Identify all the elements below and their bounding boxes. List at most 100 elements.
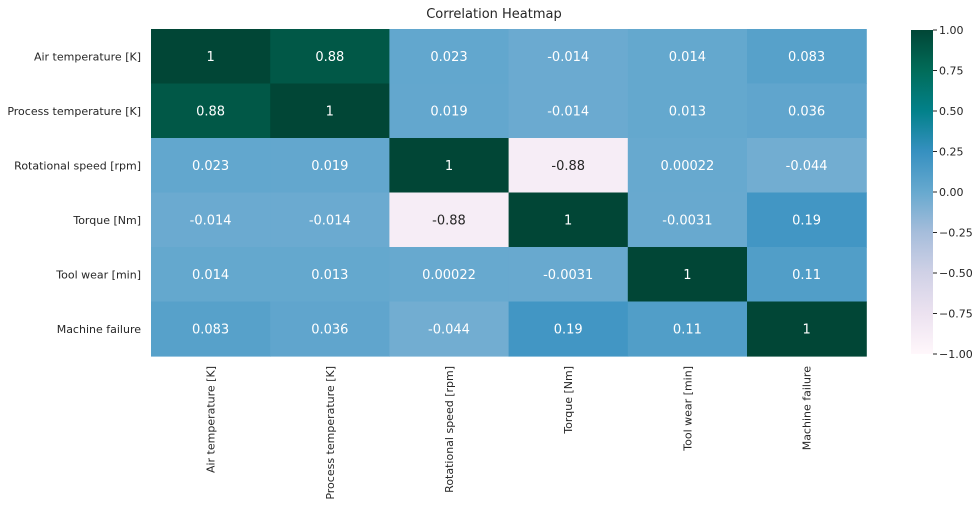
column-tick-label: Process temperature [K] [324, 366, 337, 500]
cell-annotation: 1 [802, 322, 810, 337]
colorbar-tick-label: −0.75 [939, 308, 973, 321]
colorbar-ticks: 1.00 0.75 0.50 0.25 0.00 −0.25 −0.50 −0.75 −1.00 [933, 24, 973, 361]
heatmap-cell [151, 29, 271, 85]
heatmap-cells [151, 29, 867, 357]
chart-title: Correlation Heatmap [426, 7, 562, 22]
cell-annotation: 0.88 [315, 50, 344, 65]
colorbar-tick-label: 0.75 [939, 65, 964, 78]
heatmap-cell [151, 301, 271, 357]
column-tick-label: Tool wear [min] [681, 366, 694, 452]
heatmap-cell [151, 138, 271, 194]
heatmap-cell [389, 301, 510, 357]
cell-annotation: 0.00022 [422, 268, 476, 283]
heatmap-cell [389, 192, 510, 248]
heatmap-cell [270, 247, 390, 303]
cell-annotation: 0.083 [192, 322, 229, 337]
row-tick-labels: Air temperature [K] Process temperature [… [7, 50, 141, 336]
heatmap-cell [151, 192, 271, 248]
heatmap-cell [627, 138, 748, 194]
cell-annotation: 0.023 [192, 159, 229, 174]
cell-annotation: 0.013 [311, 268, 348, 283]
cell-annotation: -0.0031 [662, 213, 712, 228]
cell-annotation: 0.023 [430, 50, 467, 65]
heatmap-cell [270, 192, 390, 248]
row-tick-label: Machine failure [57, 323, 142, 336]
heatmap-cell [747, 29, 867, 85]
cell-annotation: -0.014 [547, 104, 589, 119]
cell-annotation: 0.013 [669, 104, 706, 119]
cell-annotation: 0.19 [792, 213, 821, 228]
column-tick-label: Machine failure [801, 366, 814, 451]
cell-annotation: 1 [206, 50, 214, 65]
cell-annotation: -0.014 [190, 213, 232, 228]
heatmap-cell [747, 247, 867, 303]
heatmap-cell [151, 247, 271, 303]
row-tick-label: Process temperature [K] [7, 105, 141, 118]
row-tick-label: Air temperature [K] [34, 50, 141, 63]
column-tick-label: Torque [Nm] [562, 366, 575, 435]
heatmap-cell [508, 138, 629, 194]
heatmap-cell [389, 247, 510, 303]
cell-annotation: 0.014 [192, 268, 229, 283]
cell-annotation: 0.19 [554, 322, 583, 337]
heatmap-cell [270, 29, 390, 85]
colorbar-tick-label: 0.25 [939, 146, 964, 159]
heatmap-cell [389, 138, 510, 194]
heatmap-cell [747, 192, 867, 248]
heatmap-cell [508, 83, 629, 139]
cell-annotation: 1 [564, 213, 572, 228]
row-tick-label: Rotational speed [rpm] [14, 159, 141, 172]
heatmap-cell [508, 29, 629, 85]
cell-annotation: -0.044 [786, 159, 828, 174]
row-tick-label: Tool wear [min] [55, 268, 141, 281]
heatmap-cell [627, 83, 748, 139]
cell-annotation: 0.11 [792, 268, 821, 283]
cell-annotation: 0.083 [788, 50, 825, 65]
cell-annotation: -0.88 [551, 159, 585, 174]
heatmap-cell [508, 192, 629, 248]
colorbar-tick-label: 1.00 [939, 24, 964, 37]
heatmap-cell [627, 247, 748, 303]
heatmap-cell [627, 29, 748, 85]
colorbar [911, 30, 933, 354]
cell-annotation: -0.88 [432, 213, 466, 228]
cell-annotation: 0.019 [311, 159, 348, 174]
row-tick-label: Torque [Nm] [72, 214, 141, 227]
cell-annotation: 1 [326, 104, 334, 119]
heatmap-cell [508, 247, 629, 303]
cell-annotation: 0.036 [788, 104, 825, 119]
cell-annotation: -0.014 [309, 213, 351, 228]
heatmap-cell [508, 301, 629, 357]
heatmap-cell [747, 83, 867, 139]
cell-annotation: 1 [445, 159, 453, 174]
cell-annotation: -0.0031 [543, 268, 593, 283]
cell-annotation: 1 [683, 268, 691, 283]
heatmap-annotations: 1 0.88 0.023 -0.014 0.014 0.083 0.88 1 0.019 -0.0… [190, 50, 828, 338]
heatmap-cell [747, 301, 867, 357]
column-tick-label: Rotational speed [rpm] [443, 366, 456, 493]
column-tick-labels: Air temperature [K] Process temperature [… [205, 366, 814, 500]
cell-annotation: 0.11 [673, 322, 702, 337]
colorbar-tick-label: −1.00 [939, 348, 973, 361]
cell-annotation: -0.014 [547, 50, 589, 65]
heatmap-cell [389, 29, 510, 85]
colorbar-tick-label: 0.50 [939, 105, 964, 118]
cell-annotation: 0.036 [311, 322, 348, 337]
cell-annotation: -0.044 [428, 322, 470, 337]
heatmap-cell [627, 301, 748, 357]
colorbar-tick-label: −0.25 [939, 227, 973, 240]
heatmap-cell [270, 138, 390, 194]
column-tick-label: Air temperature [K] [205, 366, 218, 473]
heatmap-cell [270, 83, 390, 139]
heatmap-cell [389, 83, 510, 139]
heatmap-cell [747, 138, 867, 194]
colorbar-tick-label: −0.50 [939, 267, 973, 280]
cell-annotation: 0.88 [196, 104, 225, 119]
cell-annotation: 0.014 [669, 50, 706, 65]
colorbar-tick-label: 0.00 [939, 186, 964, 199]
cell-annotation: 0.00022 [661, 159, 715, 174]
heatmap-cell [270, 301, 390, 357]
heatmap-cell [627, 192, 748, 248]
heatmap-cell [151, 83, 271, 139]
